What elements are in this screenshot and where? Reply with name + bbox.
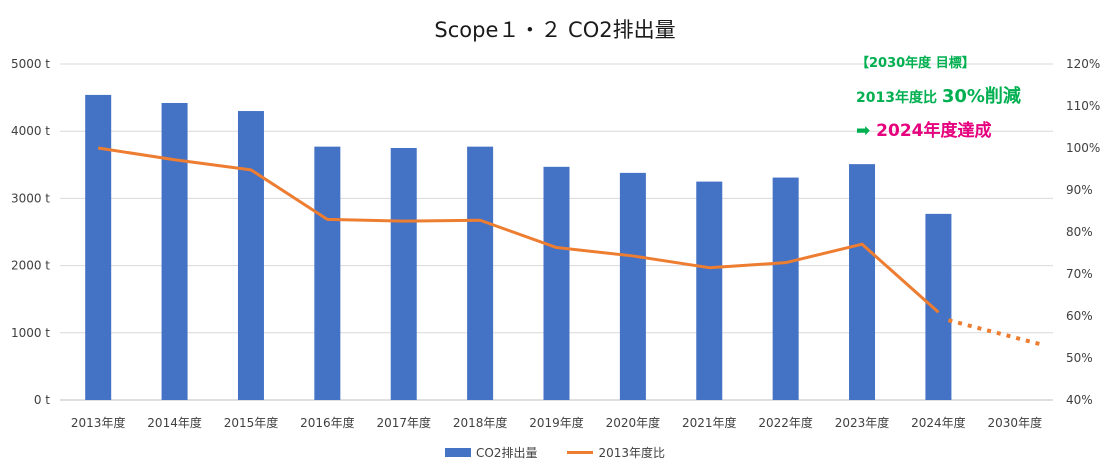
bar xyxy=(390,148,417,400)
x-axis-ticks: 2013年度 2014年度 2015年度 2016年度 2017年度 2018年度 2019… xyxy=(71,415,1042,430)
x-tick-label: 2023年度 xyxy=(835,415,890,430)
legend-item-bar: CO2排出量 xyxy=(444,444,538,461)
left-axis-tick-label: 4000 t xyxy=(11,124,50,138)
legend-item-line: 2013年度比 xyxy=(567,444,665,461)
line-series xyxy=(97,146,1046,348)
right-axis-tick-label: 90% xyxy=(1066,183,1093,197)
bar xyxy=(314,146,341,400)
right-axis-ticks: 40% 50% 60% 70% 80% 90% 100% 110% 120% xyxy=(1066,57,1100,407)
x-tick-label: 2022年度 xyxy=(758,415,813,430)
bar xyxy=(543,166,570,400)
bar xyxy=(925,213,952,400)
left-axis-tick-label: 1000 t xyxy=(11,326,50,340)
projection-path xyxy=(947,318,1046,348)
right-axis-tick-label: 80% xyxy=(1066,225,1093,239)
right-axis-tick-label: 100% xyxy=(1066,141,1100,155)
left-axis-ticks: 0 t 1000 t 2000 t 3000 t 4000 t 5000 t xyxy=(11,57,50,407)
target-achieved-text: 2024年度達成 xyxy=(876,121,992,141)
legend: CO2排出量 2013年度比 xyxy=(0,444,1110,461)
x-tick-label: 2019年度 xyxy=(529,415,584,430)
bar-series xyxy=(85,94,952,401)
x-tick-label: 2014年度 xyxy=(147,415,202,430)
legend-line-swatch xyxy=(567,451,594,454)
legend-bar-label: CO2排出量 xyxy=(475,446,538,460)
x-tick-label: 2018年度 xyxy=(453,415,508,430)
left-axis-tick-label: 2000 t xyxy=(11,259,50,273)
target-achieved: ➡ 2024年度達成 xyxy=(856,116,992,141)
x-tick-label: 2024年度 xyxy=(911,415,966,430)
right-axis-tick-label: 40% xyxy=(1066,393,1093,407)
x-tick-label: 2030年度 xyxy=(988,415,1043,430)
bar xyxy=(85,94,112,401)
legend-bar-swatch xyxy=(444,448,471,457)
bar xyxy=(849,164,876,400)
x-tick-label: 2020年度 xyxy=(606,415,661,430)
arrow-right-icon: ➡ xyxy=(856,121,871,141)
legend-line-label: 2013年度比 xyxy=(598,446,665,460)
target-heading: 【2030年度 目標】 xyxy=(856,56,975,71)
x-tick-label: 2013年度 xyxy=(71,415,126,430)
bar xyxy=(237,111,264,400)
target-reduction-value: 30%削減 xyxy=(941,86,1021,107)
x-tick-label: 2015年度 xyxy=(224,415,279,430)
bar xyxy=(772,177,799,400)
right-axis-tick-label: 60% xyxy=(1066,309,1093,323)
right-axis-tick-label: 120% xyxy=(1066,57,1100,71)
target-reduction: 2013年度比 30%削減 xyxy=(856,82,1021,108)
bar xyxy=(619,172,646,400)
bar xyxy=(696,181,723,400)
left-axis-tick-label: 5000 t xyxy=(11,57,50,71)
bar xyxy=(161,102,188,400)
x-tick-label: 2016年度 xyxy=(300,415,355,430)
line-series-path xyxy=(97,146,940,314)
left-axis-tick-label: 3000 t xyxy=(11,191,50,205)
right-axis-tick-label: 110% xyxy=(1066,99,1100,113)
right-axis-tick-label: 70% xyxy=(1066,267,1093,281)
right-axis-tick-label: 50% xyxy=(1066,351,1093,365)
x-tick-label: 2017年度 xyxy=(376,415,431,430)
left-axis-tick-label: 0 t xyxy=(34,393,50,407)
target-baseline-label: 2013年度比 xyxy=(856,90,937,106)
bar xyxy=(467,146,494,400)
chart-title: Scope１・２ CO2排出量 xyxy=(434,18,676,42)
x-tick-label: 2021年度 xyxy=(682,415,737,430)
